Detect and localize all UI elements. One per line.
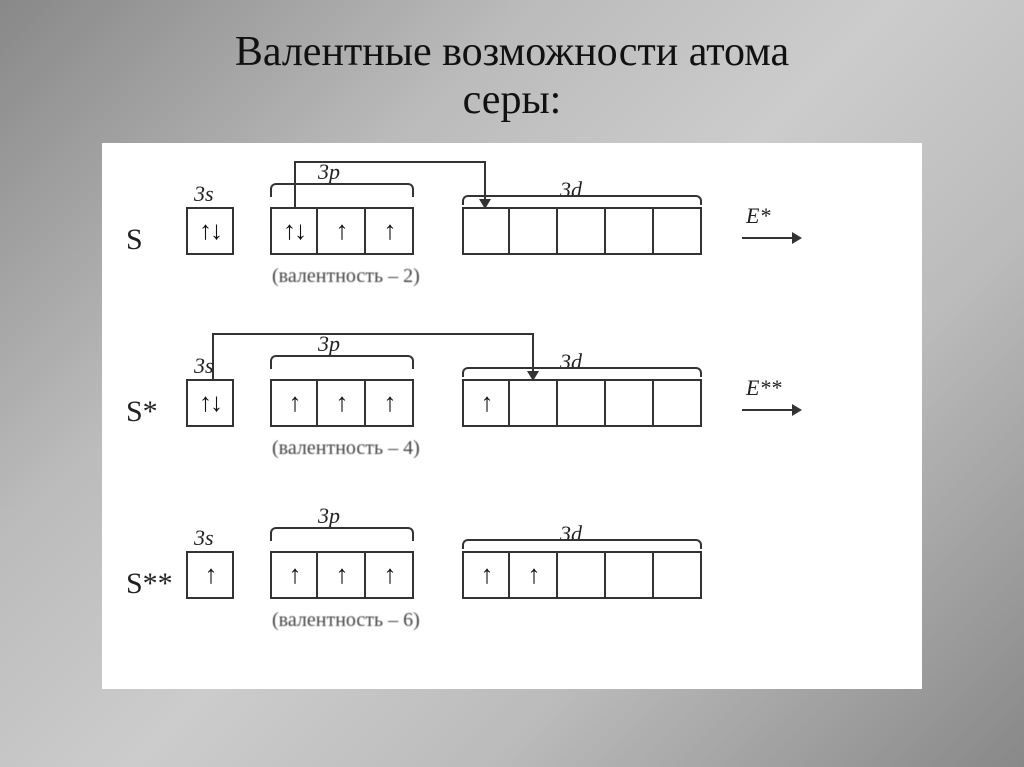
valence-label: (валентность – 2) bbox=[272, 265, 420, 288]
state-row: S 3s 3p 3d ↑↓ ↑↓↑↑ (валентность – 2) E* bbox=[122, 155, 902, 325]
orbital-cell: ↑ bbox=[318, 551, 366, 599]
title-line2: серы: bbox=[235, 76, 789, 124]
orbital-label-3p: 3p bbox=[318, 331, 340, 357]
orbital-cell: ↑ bbox=[186, 551, 234, 599]
brace-3d bbox=[462, 195, 702, 205]
orbital-cell bbox=[654, 379, 702, 427]
energy-label: E** bbox=[746, 375, 781, 401]
orbital-cell: ↑ bbox=[510, 551, 558, 599]
atom-symbol: S* bbox=[126, 395, 158, 429]
orbital-3s: ↑ bbox=[186, 551, 234, 599]
orbital-cell bbox=[462, 207, 510, 255]
orbital-cell bbox=[606, 207, 654, 255]
orbital-cell bbox=[654, 207, 702, 255]
orbital-cell bbox=[606, 551, 654, 599]
orbital-cell: ↑ bbox=[270, 379, 318, 427]
orbital-cell: ↑ bbox=[318, 207, 366, 255]
orbital-cell: ↑↓ bbox=[186, 207, 234, 255]
orbital-cell bbox=[510, 207, 558, 255]
energy-arrow-icon bbox=[742, 237, 800, 239]
orbital-cell: ↑ bbox=[318, 379, 366, 427]
orbital-label-3s: 3s bbox=[194, 181, 214, 207]
orbital-cell bbox=[654, 551, 702, 599]
orbital-label-3s: 3s bbox=[194, 525, 214, 551]
orbital-3p: ↑↓↑↑ bbox=[270, 207, 414, 255]
energy-label: E* bbox=[746, 203, 770, 229]
orbital-cell: ↑↓ bbox=[186, 379, 234, 427]
diagram-panel: S 3s 3p 3d ↑↓ ↑↓↑↑ (валентность – 2) E* … bbox=[102, 143, 922, 689]
orbital-3d: ↑↑ bbox=[462, 551, 702, 599]
state-row: S* 3s 3p 3d ↑↓ ↑↑↑ ↑ (валентность – 4) E… bbox=[122, 327, 902, 497]
orbital-cell: ↑ bbox=[462, 551, 510, 599]
orbital-label-3p: 3p bbox=[318, 159, 340, 185]
orbital-cell: ↑↓ bbox=[270, 207, 318, 255]
orbital-label-3p: 3p bbox=[318, 503, 340, 529]
orbital-cell: ↑ bbox=[366, 551, 414, 599]
orbital-cell bbox=[606, 379, 654, 427]
orbital-cell bbox=[558, 207, 606, 255]
orbital-cell: ↑ bbox=[366, 379, 414, 427]
orbital-cell: ↑ bbox=[366, 207, 414, 255]
state-row: S** 3s 3p 3d ↑ ↑↑↑ ↑↑ (валентность – 6) bbox=[122, 499, 902, 669]
orbital-cell: ↑ bbox=[270, 551, 318, 599]
orbital-3d bbox=[462, 207, 702, 255]
valence-label: (валентность – 6) bbox=[272, 609, 420, 632]
orbital-cell bbox=[510, 379, 558, 427]
brace-3p bbox=[270, 183, 414, 197]
orbital-3s: ↑↓ bbox=[186, 379, 234, 427]
brace-3d bbox=[462, 367, 702, 377]
orbital-3p: ↑↑↑ bbox=[270, 551, 414, 599]
brace-3p bbox=[270, 355, 414, 369]
atom-symbol: S bbox=[126, 223, 143, 257]
orbital-3p: ↑↑↑ bbox=[270, 379, 414, 427]
orbital-3s: ↑↓ bbox=[186, 207, 234, 255]
valence-label: (валентность – 4) bbox=[272, 437, 420, 460]
atom-symbol: S** bbox=[126, 567, 173, 601]
orbital-cell bbox=[558, 379, 606, 427]
title-line1: Валентные возможности атома bbox=[235, 28, 789, 76]
energy-arrow-icon bbox=[742, 409, 800, 411]
brace-3p bbox=[270, 527, 414, 541]
orbital-cell: ↑ bbox=[462, 379, 510, 427]
slide-title: Валентные возможности атома серы: bbox=[235, 28, 789, 125]
brace-3d bbox=[462, 539, 702, 549]
orbital-cell bbox=[558, 551, 606, 599]
orbital-label-3s: 3s bbox=[194, 353, 214, 379]
orbital-3d: ↑ bbox=[462, 379, 702, 427]
